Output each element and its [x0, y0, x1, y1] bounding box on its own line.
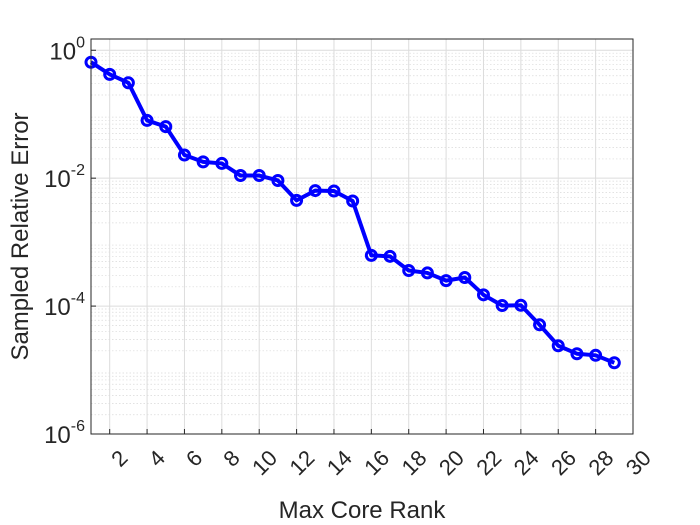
data-point: [420, 266, 434, 280]
data-point: [103, 67, 117, 81]
data-point: [589, 348, 603, 362]
data-point: [308, 184, 322, 198]
data-point: [121, 76, 135, 90]
data-point: [196, 155, 210, 169]
data-point: [234, 169, 248, 183]
data-point: [364, 248, 378, 262]
minor-grid: [91, 52, 633, 416]
data-point: [533, 318, 547, 332]
y-tick-exponent: 0: [76, 34, 85, 51]
data-point: [177, 148, 191, 162]
data-point: [439, 274, 453, 288]
data-point: [140, 113, 154, 127]
data-point: [570, 347, 584, 361]
y-tick-base: 10: [44, 422, 71, 449]
y-axis-label: Sampled Relative Error: [7, 112, 34, 360]
y-tick-base: 10: [44, 294, 71, 321]
data-point: [476, 288, 490, 302]
y-tick-label: 10-2: [44, 162, 85, 193]
data-point: [607, 356, 621, 370]
x-axis-label: Max Core Rank: [279, 497, 447, 524]
data-point: [215, 156, 229, 170]
data-point: [383, 249, 397, 263]
series-line: [89, 60, 616, 365]
y-tick-exponent: -6: [71, 418, 85, 435]
data-point: [159, 120, 173, 134]
data-point: [271, 173, 285, 187]
data-point: [551, 339, 565, 353]
data-point: [346, 194, 360, 208]
plot-frame: [90, 38, 634, 435]
data-point: [327, 184, 341, 198]
y-tick-base: 10: [44, 166, 71, 193]
y-tick-exponent: -2: [71, 162, 85, 179]
y-tick-label: 10-6: [44, 418, 85, 449]
y-tick-label: 100: [49, 34, 85, 65]
y-tick-label: 10-4: [44, 290, 85, 321]
y-tick-exponent: -4: [71, 290, 85, 307]
data-point: [402, 264, 416, 278]
data-point: [458, 270, 472, 284]
series-layer: [84, 55, 621, 370]
data-point: [514, 298, 528, 312]
data-point: [290, 193, 304, 207]
y-tick-base: 10: [49, 38, 76, 65]
data-point: [252, 169, 266, 183]
data-point: [495, 299, 509, 313]
